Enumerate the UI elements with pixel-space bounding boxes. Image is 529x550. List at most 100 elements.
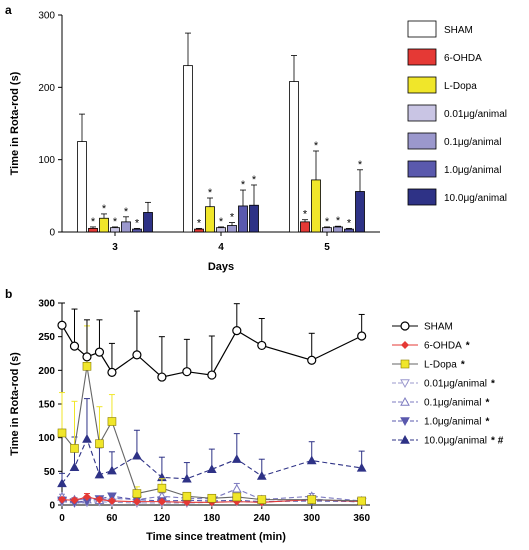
legend-label-l-dopa: L-Dopa — [444, 81, 477, 92]
legend-marker-0-01-g-animal — [400, 379, 410, 389]
line-l-dopa — [61, 366, 362, 502]
point-l-dopa — [232, 492, 242, 502]
legend-significance-mark: * — [491, 379, 495, 390]
legend-label-l-dopa: L-Dopa * — [424, 360, 465, 371]
significance-star: * — [124, 206, 129, 218]
legend-marker-10-0-g-animal — [400, 434, 410, 444]
legend-label-1-0-g-animal: 1.0μg/animal * — [424, 417, 489, 428]
bar-6-ohda — [88, 227, 98, 233]
x-tick-label: 180 — [203, 513, 220, 524]
legend-swatch-sham — [407, 20, 437, 38]
legend-label-6-ohda: 6-OHDA * — [424, 341, 470, 352]
bar-6-ohda — [194, 228, 204, 233]
bar-sham — [289, 81, 299, 233]
bar-10-0-g-animal — [355, 191, 365, 233]
point-l-dopa — [182, 491, 192, 501]
x-tick-label: 120 — [154, 513, 171, 524]
point-10-0-g-animal — [94, 469, 105, 479]
point-sham — [182, 367, 192, 377]
significance-star: * — [102, 203, 107, 215]
x-axis-title: Time since treatment (min) — [146, 531, 286, 543]
point-sham — [94, 347, 105, 357]
bar-l-dopa — [205, 206, 215, 233]
point-6-ohda — [82, 492, 91, 501]
x-tick-label: 0 — [59, 513, 65, 524]
legend-swatch-6-ohda — [407, 48, 437, 66]
point-10-0-g-animal — [57, 478, 67, 488]
legend-label-10-0-g-animal: 10.0μg/animal * # — [424, 436, 504, 447]
legend-marker-1-0-g-animal — [400, 417, 410, 427]
y-tick-label: 200 — [38, 83, 55, 94]
point-l-dopa — [95, 439, 104, 449]
point-0-1-g-animal — [231, 483, 242, 493]
legend-label-0-1-g-animal: 0.1μg/animal — [444, 137, 501, 148]
legend-significance-mark: * — [461, 360, 465, 371]
y-tick-label: 300 — [38, 11, 55, 22]
legend-marker-sham — [400, 321, 410, 331]
legend-label-1-0-g-animal: 1.0μg/animal — [444, 165, 501, 176]
point-l-dopa — [70, 444, 79, 453]
significance-star: * — [303, 209, 308, 221]
point-6-ohda — [70, 496, 79, 505]
point-10-0-g-animal — [107, 465, 117, 475]
point-6-ohda — [95, 495, 104, 504]
bar-0-01-g-animal — [322, 227, 332, 233]
significance-star: * — [208, 187, 213, 199]
point-l-dopa — [307, 495, 317, 504]
line-chart-time: 0 50 100 150 200 250 300 0 60 120 180 240 300 360 Time… — [9, 299, 504, 544]
bar-l-dopa — [311, 179, 321, 233]
point-10-0-g-animal — [82, 433, 92, 443]
y-tick-label: 50 — [44, 467, 56, 478]
point-6-ohda — [107, 496, 116, 505]
legend-marker-0-1-g-animal — [400, 396, 410, 406]
series-sham — [57, 302, 367, 382]
x-tick-label: 60 — [106, 513, 118, 524]
legend-label-6-ohda: 6-OHDA — [444, 53, 482, 64]
significance-star: * — [230, 212, 235, 224]
significance-star: * — [91, 216, 96, 228]
bar-1-0-g-animal — [132, 228, 142, 233]
significance-star: * — [219, 216, 224, 228]
y-tick-label: 0 — [49, 228, 55, 239]
point-10-0-g-animal — [206, 464, 217, 474]
point-l-dopa — [82, 361, 92, 371]
series-10-0-g-animal — [57, 398, 367, 488]
significance-star: * — [336, 215, 341, 227]
legend-swatch-0-01-g-animal — [407, 104, 437, 122]
point-6-ohda — [58, 495, 66, 504]
point-sham — [207, 370, 217, 380]
bar-10-0-g-animal — [249, 204, 259, 233]
significance-star: * — [325, 216, 330, 228]
legend-label-10-0-g-animal: 10.0μg/animal — [444, 193, 507, 204]
point-l-dopa — [132, 489, 142, 498]
significance-star: * — [252, 174, 257, 186]
bar-0-1-g-animal — [333, 226, 343, 233]
point-l-dopa — [207, 493, 217, 503]
point-10-0-g-animal — [356, 462, 367, 472]
point-sham — [57, 320, 67, 330]
legend-label-sham: SHAM — [444, 25, 473, 36]
legend-label-0-01-g-animal: 0.01μg/animal — [444, 109, 507, 120]
legend-significance-mark: * — [485, 417, 489, 428]
y-tick-label: 150 — [38, 400, 55, 411]
point-10-0-g-animal — [69, 462, 80, 471]
y-tick-label: 100 — [38, 433, 55, 444]
legend-label-0-01-g-animal: 0.01μg/animal * — [424, 379, 495, 390]
legend-significance-mark: * # — [491, 436, 504, 447]
legend-marker-l-dopa — [400, 359, 410, 369]
legend-swatch-0-1-g-animal — [407, 132, 437, 150]
point-10-0-g-animal — [306, 455, 317, 465]
bar-0-1-g-animal — [121, 221, 131, 233]
point-10-0-g-animal — [182, 473, 192, 483]
legend-significance-mark: * — [485, 398, 489, 409]
legend-swatch-l-dopa — [407, 76, 437, 94]
point-10-0-g-animal — [256, 471, 267, 480]
bar-sham — [183, 65, 193, 233]
significance-star: * — [347, 217, 352, 229]
point-l-dopa — [157, 483, 167, 493]
legend-swatch-1-0-g-animal — [407, 160, 437, 178]
point-sham — [307, 355, 317, 365]
bar-l-dopa — [99, 217, 109, 233]
point-l-dopa — [57, 428, 67, 438]
